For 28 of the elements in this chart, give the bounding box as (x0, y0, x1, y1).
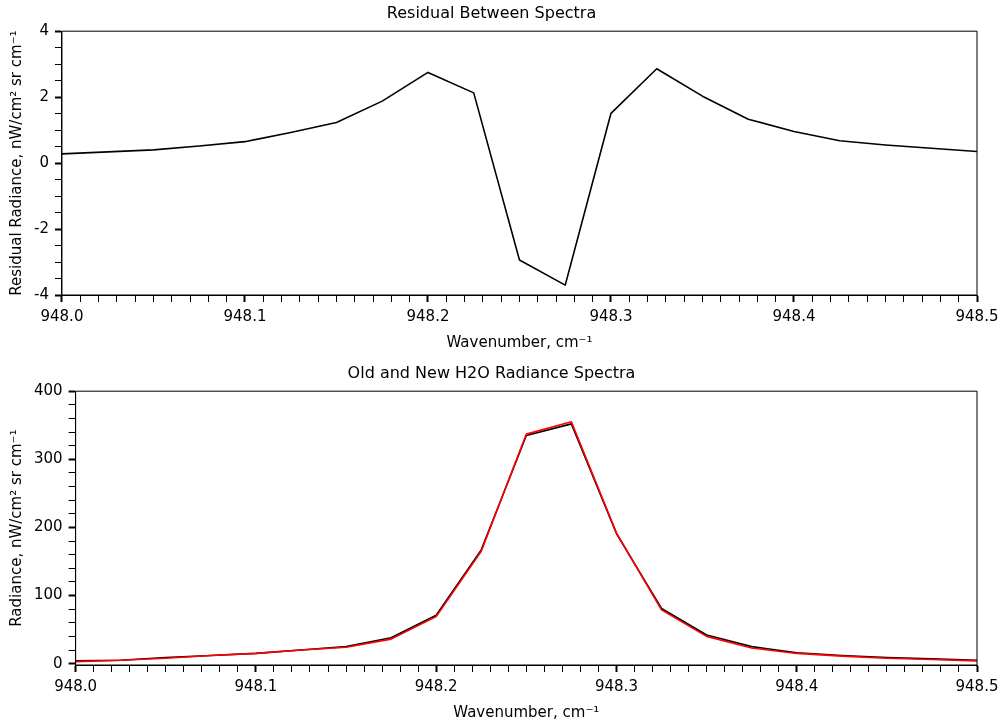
x-axis-title: Wavenumber, cm⁻¹ (446, 332, 593, 351)
x-tick-label: 948.3 (594, 676, 638, 695)
x-tick-label: 948.2 (406, 306, 450, 325)
y-tick-label: 200 (33, 517, 63, 536)
x-tick-label: 948.5 (955, 676, 999, 695)
y-tick-label: 0 (53, 653, 63, 672)
x-tick-label: 948.5 (955, 306, 999, 325)
x-tick-label: 948.4 (775, 676, 819, 695)
x-tick-label: 948.2 (414, 676, 458, 695)
chart-title: Residual Between Spectra (386, 2, 597, 22)
x-tick-label: 948.0 (40, 306, 84, 325)
x-tick-label: 948.0 (54, 676, 98, 695)
y-tick-label: 400 (33, 381, 63, 400)
y-tick-label: 0 (39, 152, 49, 171)
y-tick-label: 300 (33, 449, 63, 468)
x-tick-label: 948.1 (234, 676, 278, 695)
y-tick-label: 100 (33, 585, 63, 604)
x-tick-label: 948.1 (223, 306, 267, 325)
y-tick-label: 4 (39, 21, 49, 40)
y-axis-title: Residual Radiance, nW/cm² sr cm⁻¹ (6, 30, 25, 296)
chart-title: Old and New H2O Radiance Spectra (347, 362, 636, 382)
y-tick-label: 2 (39, 87, 49, 106)
x-axis-title: Wavenumber, cm⁻¹ (453, 702, 600, 721)
x-tick-label: 948.3 (589, 306, 633, 325)
y-tick-label: -4 (33, 284, 49, 303)
y-tick-label: -2 (33, 218, 49, 237)
x-tick-label: 948.4 (772, 306, 816, 325)
y-axis-title: Radiance, nW/cm² sr cm⁻¹ (6, 429, 25, 627)
